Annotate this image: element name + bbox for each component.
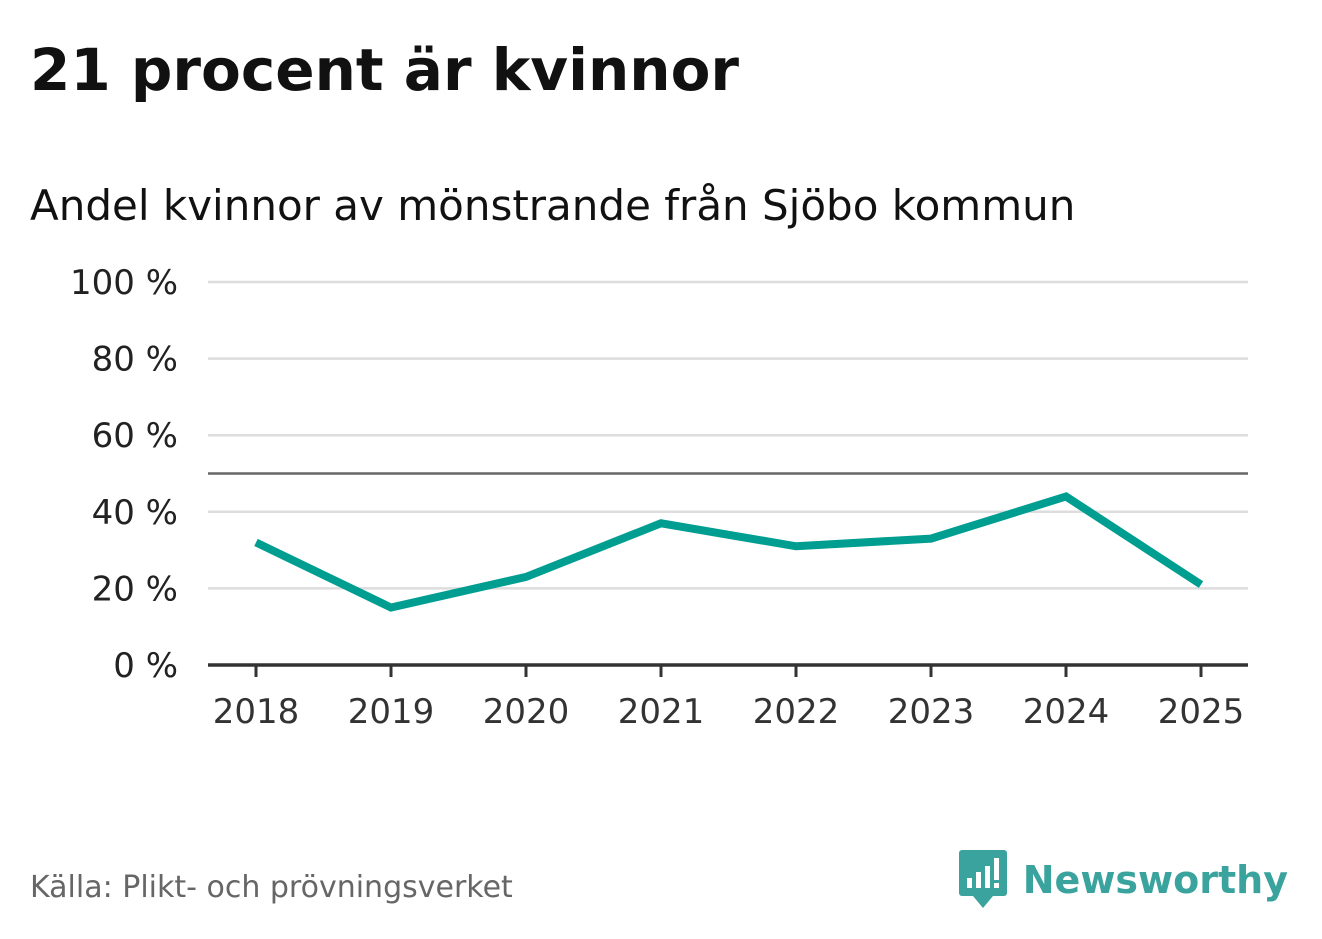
chart-title: 21 procent är kvinnor [30, 36, 740, 104]
y-tick-label-40: 40 % [92, 493, 178, 533]
brand-name: Newsworthy [1022, 858, 1288, 902]
y-tick-label-20: 20 % [92, 569, 178, 609]
grid-lines [208, 280, 1248, 590]
x-tick-label-2019: 2019 [348, 692, 435, 732]
x-tick-label-2021: 2021 [618, 692, 705, 732]
x-tick-label-2022: 2022 [753, 692, 840, 732]
x-axis: 2018 2019 2020 2021 2022 2023 2024 2025 [208, 663, 1248, 732]
x-tick-label-2020: 2020 [483, 692, 570, 732]
y-tick-label-100: 100 % [70, 263, 178, 303]
series-layer [254, 492, 1204, 612]
x-tick-label-2024: 2024 [1023, 692, 1110, 732]
x-tick-label-2023: 2023 [888, 692, 975, 732]
x-tick-label-2018: 2018 [213, 692, 300, 732]
brand-logo: Newsworthy [958, 848, 1288, 912]
y-tick-label-80: 80 % [92, 340, 178, 380]
source-note: Källa: Plikt- och prövningsverket [30, 870, 513, 905]
series-line-0 [254, 492, 1204, 612]
chart-subtitle: Andel kvinnor av mönstrande från Sjöbo k… [30, 181, 1076, 230]
y-tick-label-0: 0 % [113, 646, 178, 686]
y-axis-ticks: 0 % 20 % 40 % 60 % 80 % 100 % [70, 263, 178, 686]
newsworthy-logo-icon [958, 850, 1007, 908]
y-tick-label-60: 60 % [92, 416, 178, 456]
x-tick-label-2025: 2025 [1158, 692, 1245, 732]
